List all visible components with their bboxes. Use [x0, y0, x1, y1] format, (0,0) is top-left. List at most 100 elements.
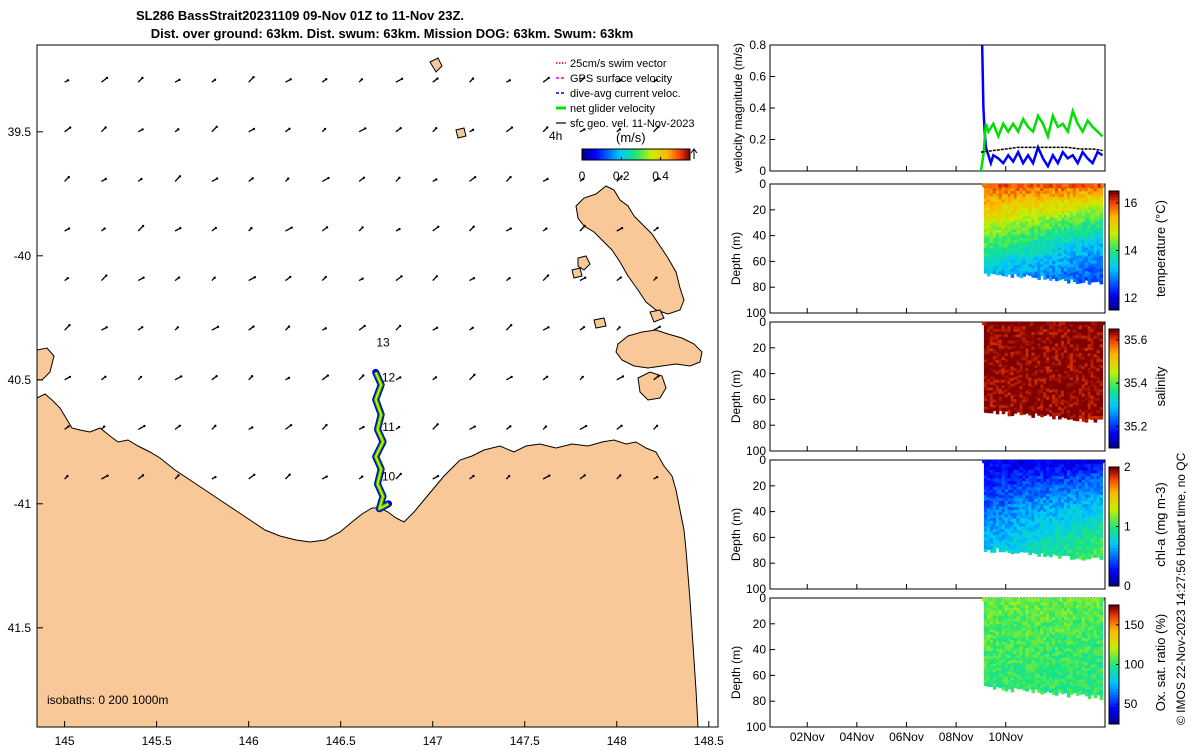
- heatmap-cell: [1007, 610, 1012, 614]
- heatmap-cell: [1046, 388, 1050, 392]
- heatmap-cell: [1010, 671, 1015, 676]
- heatmap-cell: [1001, 546, 1006, 550]
- heatmap-cell: [998, 350, 1003, 354]
- heatmap-cell: [1043, 258, 1047, 263]
- heatmap-cell: [1016, 205, 1021, 209]
- heatmap-cell: [1028, 537, 1032, 541]
- heatmap-cell: [1019, 248, 1024, 253]
- heatmap-cell: [1063, 531, 1068, 536]
- heatmap-cell: [1034, 547, 1038, 552]
- heatmap-cell: [1001, 357, 1006, 361]
- heatmap-cell: [1034, 407, 1038, 411]
- heatmap-cell: [1063, 388, 1068, 392]
- heatmap-cell: [1066, 261, 1071, 266]
- heatmap-cell: [1016, 683, 1021, 687]
- heatmap-cell: [1063, 335, 1068, 339]
- panel-colorbar-segment: [1109, 364, 1119, 369]
- heatmap-cell: [1031, 543, 1035, 548]
- heatmap-cell: [1049, 544, 1053, 549]
- heatmap-cell: [1049, 547, 1053, 552]
- heatmap-cell: [1099, 409, 1104, 414]
- heatmap-cell: [1022, 495, 1027, 499]
- heatmap-cell: [1075, 500, 1080, 505]
- heatmap-cell: [983, 209, 988, 214]
- heatmap-cell: [1010, 245, 1015, 250]
- heatmap-cell: [995, 539, 1000, 543]
- panel-colorbar-segment: [1109, 409, 1119, 413]
- heatmap-cell: [1046, 345, 1050, 350]
- heatmap-cell: [1055, 467, 1059, 471]
- heatmap-cell: [1078, 385, 1083, 390]
- heatmap-cell: [1061, 523, 1065, 527]
- heatmap-cell: [1058, 555, 1062, 559]
- heatmap-cell: [992, 399, 997, 403]
- heatmap-cell: [989, 342, 994, 347]
- heatmap-cell: [1028, 354, 1032, 359]
- panel-colorbar-segment: [1109, 229, 1119, 234]
- heatmap-cell: [1010, 631, 1015, 635]
- heatmap-cell: [1055, 386, 1059, 391]
- heatmap-cell: [1058, 226, 1062, 231]
- heatmap-cell: [1099, 513, 1104, 517]
- heatmap-cell: [1046, 237, 1050, 241]
- heatmap-cell: [1072, 233, 1077, 237]
- heatmap-cell: [1010, 668, 1015, 673]
- heatmap-cell: [1078, 218, 1083, 223]
- heatmap-cell: [986, 342, 991, 347]
- surface-dot: [1039, 183, 1044, 188]
- heatmap-cell: [1028, 199, 1032, 203]
- heatmap-cell: [986, 475, 991, 479]
- heatmap-cell: [983, 626, 988, 630]
- heatmap-cell: [1063, 361, 1068, 366]
- heatmap-cell: [998, 626, 1003, 631]
- heatmap-cell: [1004, 219, 1009, 223]
- heatmap-cell: [986, 469, 991, 473]
- heatmap-cell: [1066, 543, 1071, 548]
- heatmap-cell: [1061, 499, 1065, 504]
- heatmap-cell: [1046, 188, 1050, 192]
- heatmap-cell: [1090, 473, 1095, 477]
- heatmap-cell: [1087, 503, 1092, 508]
- panel-colorbar-label: salinity: [1153, 366, 1168, 406]
- heatmap-cell: [1025, 483, 1029, 488]
- heatmap-cell: [1013, 515, 1018, 520]
- heatmap-cell: [1031, 228, 1035, 232]
- heatmap-cell: [1010, 607, 1015, 612]
- heatmap-cell: [1037, 406, 1041, 411]
- heatmap-cell: [1007, 481, 1012, 485]
- heatmap-cell: [1069, 205, 1074, 210]
- heatmap-cell: [1063, 385, 1068, 389]
- heatmap-cell: [995, 509, 1000, 514]
- heatmap-cell: [1046, 326, 1050, 330]
- heatmap-cell: [1013, 345, 1018, 350]
- heatmap-cell: [1049, 211, 1053, 216]
- heatmap-cell: [986, 219, 991, 223]
- heatmap-cell: [1066, 335, 1071, 339]
- heatmap-cell: [1034, 410, 1038, 414]
- heatmap-cell: [1025, 215, 1029, 220]
- heatmap-cell: [1040, 390, 1044, 394]
- heatmap-cell: [1034, 533, 1038, 537]
- heatmap-cell: [1075, 518, 1080, 523]
- current-vector-head: [620, 424, 623, 427]
- heatmap-cell: [1025, 410, 1029, 414]
- heatmap-cell: [1007, 229, 1012, 234]
- heatmap-cell: [1010, 616, 1015, 621]
- heatmap-cell: [1099, 225, 1104, 229]
- heatmap-cell: [1099, 534, 1104, 539]
- heatmap-cell: [1081, 411, 1086, 416]
- heatmap-cell: [1013, 331, 1018, 336]
- panel-colorbar-segment: [1109, 412, 1119, 416]
- heatmap-cell: [1019, 208, 1024, 212]
- heatmap-cell: [1063, 232, 1068, 237]
- heatmap-cell: [1031, 352, 1035, 357]
- heatmap-cell: [1037, 511, 1041, 516]
- heatmap-cell: [1078, 522, 1083, 526]
- heatmap-cell: [1004, 239, 1009, 243]
- heatmap-cell: [1007, 254, 1012, 258]
- heatmap-cell: [1034, 396, 1038, 400]
- heatmap-cell: [1055, 372, 1059, 376]
- heatmap-cell: [986, 626, 991, 630]
- heatmap-cell: [998, 235, 1003, 239]
- heatmap-cell: [1034, 348, 1038, 352]
